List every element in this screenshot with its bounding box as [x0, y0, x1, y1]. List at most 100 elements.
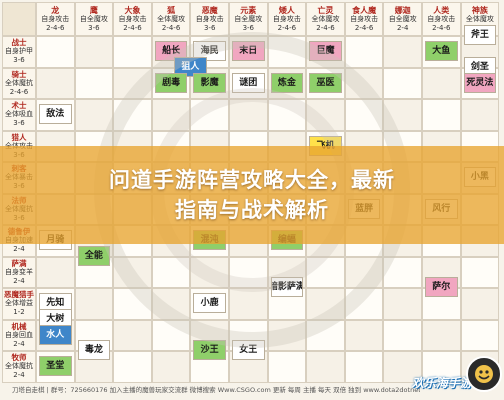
- column-header-tiers: 2-4-6: [161, 23, 181, 32]
- footer-credits: 刀塔自走棋 | 群号：725660176 加入主播的魔兽玩家交流群 微博搜索 W…: [12, 386, 420, 394]
- column-header-bonus: 自身攻击: [350, 14, 379, 23]
- column-header-name: 元素: [240, 5, 257, 15]
- row-header-name: 萨满: [11, 258, 27, 268]
- row-header-bonus: 全体吸血: [5, 110, 33, 119]
- hero-chip: 毒龙: [77, 340, 111, 361]
- column-header-name: 神族: [471, 5, 488, 15]
- column-header-name: 人类: [433, 5, 450, 15]
- column-header-name: 大象: [124, 5, 141, 15]
- row-header-tiers: 2-4-6: [9, 87, 29, 96]
- grid-cell: [151, 319, 191, 351]
- hero-chip: 影魔: [193, 72, 226, 93]
- column-header-tiers: 2-4-6: [316, 23, 335, 32]
- grid-cell: [74, 67, 114, 99]
- column-header-name: 娜迦: [394, 5, 411, 15]
- grid-cell: [383, 319, 422, 351]
- row-header-bonus: 全体魔抗: [5, 78, 33, 87]
- column-header-name: 鹰: [89, 5, 98, 15]
- grid-cell: [36, 256, 75, 288]
- column-header-name: 食人魔: [352, 5, 377, 15]
- hero-chip: 萨尔: [425, 277, 458, 298]
- column-header-bonus: 自身攻击: [272, 14, 301, 23]
- grid-cell: [267, 36, 307, 68]
- row-header-name: 战士: [11, 38, 27, 48]
- row-header-tiers: 2-4: [13, 245, 25, 254]
- grid-cell: [36, 67, 75, 99]
- grid-cell: [306, 319, 345, 351]
- row-header: 萨满 自身变羊 2-4: [2, 256, 36, 288]
- row-header-tiers: 1-2: [13, 308, 25, 317]
- site-logo-icon: [466, 356, 502, 392]
- row-header-name: 恶魔猎手: [4, 290, 34, 300]
- row-header-tiers: 3-6: [13, 56, 25, 65]
- grid-cell: [113, 99, 152, 131]
- grid-cell: [151, 351, 191, 383]
- grid-cell: [422, 67, 461, 99]
- hero-chip: 巫医: [309, 72, 342, 93]
- grid-cell: [344, 319, 384, 351]
- grid-corner: [2, 2, 36, 36]
- column-header-tiers: 2-4-6: [432, 23, 451, 32]
- grid-cell: [190, 256, 229, 288]
- grid-cell: [113, 36, 152, 68]
- hero-chip: 谜团: [232, 72, 265, 93]
- row-header-tiers: 2-4: [13, 339, 25, 348]
- hero-chip: 剧毒: [154, 72, 188, 93]
- grid-cell: [306, 351, 345, 383]
- grid-cell: [267, 319, 307, 351]
- grid-cell: [344, 99, 384, 131]
- grid-cell: [229, 99, 268, 131]
- hero-chip: 沙王: [193, 340, 226, 361]
- row-header-tiers: 3-6: [13, 119, 25, 128]
- column-header-bonus: 自全魔攻: [79, 14, 108, 23]
- hero-chip: 斧王: [463, 25, 497, 46]
- column-header: 娜迦 自全魔攻 2-4: [383, 2, 422, 36]
- grid-cell: [306, 256, 345, 288]
- column-header-bonus: 自身攻击: [41, 14, 70, 23]
- column-header: 狐全体魔攻 2-4-6: [151, 2, 191, 36]
- grid-cell: [460, 99, 500, 131]
- column-header-bonus: 全体魔攻: [465, 14, 494, 23]
- row-header-tiers: 2-4: [13, 276, 25, 285]
- hero-chip: 敌法: [39, 104, 72, 124]
- grid-cell: [383, 288, 422, 320]
- grid-cell: [306, 288, 345, 320]
- grid-cell: [383, 351, 422, 383]
- grid-cell: [113, 67, 152, 99]
- column-header-bonus: 自身攻击: [118, 14, 147, 23]
- grid-cell: [422, 319, 461, 351]
- grid-cell: [229, 256, 268, 288]
- column-header-name: 恶魔: [201, 5, 218, 15]
- grid-cell: [383, 256, 422, 288]
- grid-cell: [422, 99, 461, 131]
- hero-chip: 女王: [232, 340, 265, 361]
- hero-chip: 巨魔: [309, 41, 342, 61]
- row-header-name: 机械: [11, 321, 27, 331]
- row-header-name: 牧师: [11, 353, 27, 363]
- hero-chip: 圣堂: [39, 356, 72, 376]
- grid-cell: [229, 288, 268, 320]
- column-header: 矮人 自身攻击 2-4-6: [267, 2, 307, 36]
- hero-chip: 全能: [77, 245, 111, 266]
- title-line-2: 指南与战术解析: [175, 198, 329, 222]
- hero-chip: 水人: [39, 324, 72, 345]
- row-header: 机械 自身回血 2-4: [2, 319, 36, 351]
- grid-cell: [74, 99, 114, 131]
- column-header-bonus: 自身攻击: [195, 14, 224, 23]
- column-header: 元素 自全魔攻 3-6: [229, 2, 268, 36]
- column-header-tiers: 2-4-6: [354, 23, 374, 32]
- hero-chip: 大鱼: [425, 41, 458, 61]
- row-header: 战士 自身护甲 3-6: [2, 36, 36, 68]
- grid-cell: [267, 351, 307, 383]
- row-header-tiers: 2-4: [13, 371, 25, 380]
- column-header-tiers: 3-6: [203, 23, 216, 32]
- grid-cell: [113, 256, 152, 288]
- grid-cell: [267, 99, 307, 131]
- grid-cell: [344, 256, 384, 288]
- column-header: 食人魔 自身攻击 2-4-6: [344, 2, 384, 36]
- grid-cell: [113, 319, 152, 351]
- title-banner: 问道手游阵营攻略大全，最新 指南与战术解析: [0, 146, 504, 244]
- grid-cell: [74, 288, 114, 320]
- row-header: 牧师 全体魔抗 2-4: [2, 351, 36, 383]
- column-header-name: 亡灵: [317, 5, 334, 15]
